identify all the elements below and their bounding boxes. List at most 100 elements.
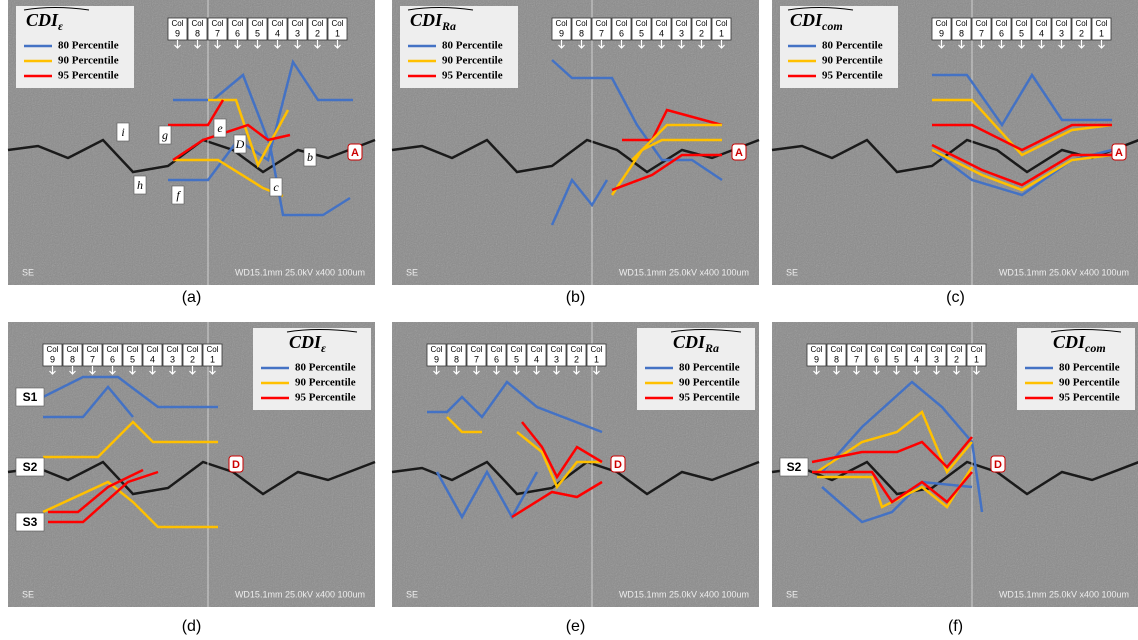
column-prefix: Col — [910, 345, 922, 354]
column-number: 1 — [210, 354, 215, 364]
percentile-line — [511, 480, 603, 519]
column-prefix: Col — [490, 345, 502, 354]
percentile-line — [521, 421, 603, 480]
metric: CDI — [26, 10, 59, 30]
column-arrow — [89, 366, 96, 375]
annotation-box — [303, 147, 317, 167]
annotation-box — [213, 118, 227, 138]
footer-left: SE — [406, 589, 418, 599]
panel-label: (f) — [948, 618, 963, 635]
column-arrow — [189, 366, 196, 375]
column-prefix: Col — [655, 19, 667, 28]
annotation-box — [233, 134, 247, 154]
column-prefix: Col — [955, 19, 967, 28]
column-prefix: Col — [1035, 19, 1047, 28]
panel-label: (a) — [182, 289, 202, 306]
column-prefix: Col — [675, 19, 687, 28]
column-number: 1 — [594, 354, 599, 364]
column-prefix: Col — [590, 345, 602, 354]
percentile-line — [611, 153, 722, 192]
column-arrow — [578, 40, 585, 49]
column-number: 6 — [874, 354, 879, 364]
legend-title: CDIε — [289, 332, 326, 355]
marker: A — [735, 147, 743, 159]
column-number: 4 — [150, 354, 155, 364]
legend: CDIcom 80 Percentile 90 Percentile 95 Perce… — [780, 6, 898, 88]
annotation-box — [116, 122, 130, 142]
metric-subscript: com — [1085, 341, 1106, 355]
percentile-line — [610, 138, 722, 196]
column-arrow — [149, 366, 156, 375]
legend-label: 80 Percentile — [822, 40, 883, 52]
footer-left: SE — [786, 267, 798, 277]
column-number: 1 — [335, 28, 340, 38]
column-prefix: Col — [251, 19, 263, 28]
column-arrow — [813, 366, 820, 375]
column-arrow — [433, 366, 440, 375]
column-arrow — [513, 366, 520, 375]
column-number: 7 — [854, 354, 859, 364]
column-prefix: Col — [1075, 19, 1087, 28]
column-number: 6 — [619, 28, 624, 38]
footer-right: WD15.1mm 25.0kV x400 100um — [619, 589, 749, 599]
footer-left: SE — [786, 589, 798, 599]
column-prefix: Col — [575, 19, 587, 28]
percentile-line — [446, 416, 482, 434]
annotation: S2 — [23, 460, 38, 474]
annotation: e — [217, 121, 223, 135]
column-prefix: Col — [291, 19, 303, 28]
column-prefix: Col — [715, 19, 727, 28]
column-number: 9 — [814, 354, 819, 364]
column-arrow — [234, 40, 241, 49]
column-prefix: Col — [470, 345, 482, 354]
marker: A — [351, 147, 359, 159]
column-arrow — [49, 366, 56, 375]
column-number: 7 — [90, 354, 95, 364]
marker-box — [731, 143, 747, 161]
column-number: 2 — [699, 28, 704, 38]
percentile-line — [550, 177, 609, 226]
column-arrow — [294, 40, 301, 49]
column-prefix: Col — [890, 345, 902, 354]
column-arrow — [69, 366, 76, 375]
column-arrow — [573, 366, 580, 375]
footer-left: SE — [406, 267, 418, 277]
annotation: S3 — [23, 515, 38, 529]
column-prefix: Col — [171, 19, 183, 28]
column-number: 3 — [679, 28, 684, 38]
column-arrow — [698, 40, 705, 49]
legend-label: 80 Percentile — [679, 362, 740, 374]
column-number: 3 — [554, 354, 559, 364]
hat — [286, 329, 358, 333]
legend-title: CDIcom — [1053, 332, 1106, 355]
column-arrow — [998, 40, 1005, 49]
legend-label: 90 Percentile — [295, 377, 356, 389]
column-number: 4 — [534, 354, 539, 364]
marker: A — [1115, 147, 1123, 159]
metric-subscript: ε — [58, 19, 63, 33]
percentile-line — [551, 59, 723, 182]
column-number: 5 — [639, 28, 644, 38]
column-arrow — [174, 40, 181, 49]
column-arrow — [598, 40, 605, 49]
legend-label: 80 Percentile — [1059, 362, 1120, 374]
percentile-line — [811, 436, 973, 469]
column-number: 2 — [954, 354, 959, 364]
footer-right: WD15.1mm 25.0kV x400 100um — [999, 267, 1129, 277]
annotation: S1 — [23, 390, 38, 404]
panel-label: (b) — [566, 289, 586, 306]
column-arrow — [938, 40, 945, 49]
column-arrow — [274, 40, 281, 49]
annotation: D — [235, 137, 245, 151]
panel: SE WD15.1mm 25.0kV x400 100umCol9Col8Col7… — [7, 0, 376, 285]
legend-label: 90 Percentile — [58, 55, 119, 67]
column-number: 4 — [275, 28, 280, 38]
annotation-box — [171, 185, 185, 205]
column-arrow — [933, 366, 940, 375]
metric-subscript: Ra — [441, 19, 456, 33]
column-number: 5 — [255, 28, 260, 38]
column-prefix: Col — [850, 345, 862, 354]
percentile-line — [622, 108, 723, 142]
column-number: 1 — [1099, 28, 1104, 38]
column-number: 6 — [494, 354, 499, 364]
